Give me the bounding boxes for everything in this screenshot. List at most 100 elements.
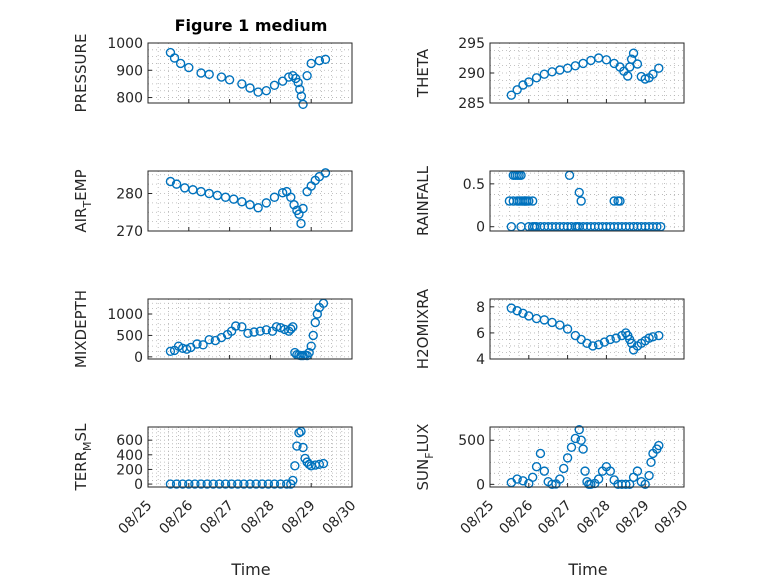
data-point bbox=[646, 457, 656, 467]
data-point bbox=[562, 324, 573, 334]
data-point bbox=[648, 69, 658, 79]
data-point bbox=[190, 479, 200, 489]
data-point bbox=[275, 479, 286, 489]
x-tick-label: 08/29 bbox=[279, 498, 319, 538]
data-point bbox=[165, 346, 176, 356]
data-point bbox=[648, 332, 658, 342]
data-point bbox=[249, 327, 259, 337]
data-point bbox=[243, 328, 253, 338]
axes-frame bbox=[489, 426, 685, 488]
y-axis-label: AIRTEMP bbox=[72, 169, 94, 232]
data-point bbox=[580, 466, 590, 476]
data-point bbox=[535, 448, 546, 459]
y-tick-label: 280 bbox=[116, 187, 143, 203]
data-point bbox=[169, 53, 180, 63]
data-point bbox=[269, 192, 280, 202]
data-point bbox=[171, 479, 182, 489]
data-point bbox=[518, 308, 528, 319]
y-tick-label: 8 bbox=[476, 300, 485, 316]
y-axis-label: SUNFLUX bbox=[414, 424, 436, 491]
data-point bbox=[271, 322, 282, 332]
data-point bbox=[220, 479, 231, 489]
data-point bbox=[245, 83, 255, 93]
x-tick-label: 08/30 bbox=[320, 498, 360, 538]
y-tick-label: 1000 bbox=[107, 36, 143, 52]
y-tick-label: 290 bbox=[458, 66, 485, 82]
data-point bbox=[626, 338, 637, 349]
data-point bbox=[512, 306, 522, 316]
data-point bbox=[609, 196, 619, 206]
axes-frame bbox=[489, 298, 685, 360]
y-tick-label: 500 bbox=[116, 328, 143, 344]
data-point bbox=[599, 337, 610, 347]
data-point bbox=[208, 479, 218, 489]
x-tick-label: 08/28 bbox=[238, 498, 278, 538]
subplot-left-2: 270 280 AIRTEMP bbox=[72, 168, 353, 240]
data-point bbox=[314, 56, 325, 66]
figure-title: Figure 1 medium bbox=[175, 16, 328, 35]
data-point bbox=[165, 176, 176, 187]
x-tick-label: 08/25 bbox=[116, 498, 156, 538]
data-point bbox=[621, 479, 631, 490]
data-point bbox=[184, 62, 194, 73]
x-tick-label: 08/25 bbox=[458, 498, 498, 538]
y-tick-label: 6 bbox=[476, 326, 485, 342]
data-point bbox=[531, 462, 542, 472]
data-point bbox=[506, 90, 517, 100]
data-point bbox=[601, 55, 612, 65]
x-tick-label: 08/26 bbox=[496, 498, 536, 538]
data-point bbox=[582, 338, 592, 349]
data-point bbox=[654, 330, 664, 341]
data-point bbox=[226, 479, 237, 489]
data-point bbox=[284, 72, 294, 82]
data-point bbox=[562, 453, 573, 463]
data-point bbox=[175, 58, 186, 69]
y-tick-label: 200 bbox=[116, 462, 143, 478]
data-point bbox=[292, 441, 302, 451]
y-tick-label: 270 bbox=[116, 224, 143, 240]
data-point bbox=[216, 72, 227, 82]
axes-frame bbox=[147, 298, 353, 360]
data-point bbox=[640, 74, 650, 84]
data-point bbox=[314, 459, 325, 470]
data-point bbox=[524, 196, 534, 206]
data-point bbox=[623, 71, 633, 81]
axes-frame bbox=[147, 42, 353, 104]
data-point bbox=[644, 333, 654, 343]
data-point bbox=[257, 479, 267, 489]
data-point bbox=[298, 203, 308, 214]
data-point bbox=[288, 322, 298, 332]
data-point bbox=[286, 192, 296, 202]
data-point bbox=[310, 317, 320, 328]
data-point bbox=[202, 479, 212, 489]
data-point bbox=[555, 474, 565, 484]
data-point bbox=[269, 479, 280, 489]
data-point bbox=[593, 339, 604, 350]
y-axis-label: PRESSURE bbox=[72, 34, 90, 113]
data-point bbox=[512, 85, 522, 95]
data-point bbox=[539, 466, 550, 476]
y-tick-label: 800 bbox=[116, 91, 143, 107]
data-point bbox=[654, 63, 664, 73]
data-point bbox=[574, 424, 584, 435]
data-point bbox=[237, 322, 247, 332]
data-point bbox=[204, 69, 214, 80]
data-point bbox=[237, 79, 247, 89]
subplot-right-1: 285 290 295 THETA bbox=[414, 36, 685, 112]
plot-area bbox=[147, 42, 353, 104]
data-point bbox=[306, 58, 316, 69]
data-point bbox=[611, 333, 621, 343]
data-point bbox=[245, 479, 255, 489]
data-point bbox=[574, 187, 584, 198]
axes-frame bbox=[147, 426, 353, 488]
data-point bbox=[296, 218, 306, 229]
data-point bbox=[261, 325, 272, 335]
data-point bbox=[295, 84, 305, 95]
x-tick-label: 08/29 bbox=[613, 498, 653, 538]
y-tick-label: 0 bbox=[134, 477, 143, 493]
y-tick-label: 0 bbox=[476, 477, 485, 493]
x-tick-label: 08/26 bbox=[156, 498, 196, 538]
data-point bbox=[288, 475, 298, 486]
